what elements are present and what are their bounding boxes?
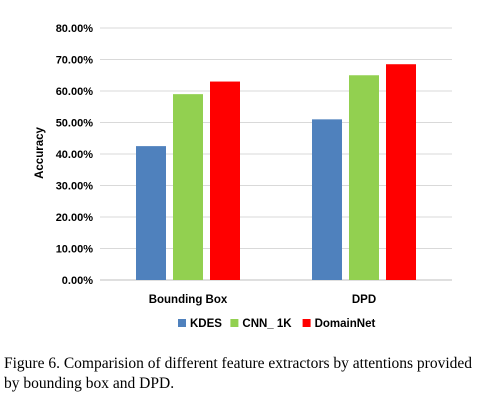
- figure-caption: Figure 6. Comparision of different featu…: [4, 355, 473, 392]
- y-tick-label: 20.00%: [56, 212, 94, 224]
- bar-kdes-bounding-box: [136, 146, 166, 280]
- bars: [136, 64, 416, 281]
- y-tick-label: 50.00%: [56, 118, 94, 130]
- y-tick-label: 40.00%: [56, 149, 94, 161]
- y-tick-labels: 0.00% 10.00% 20.00% 30.00% 40.00% 50.00% 60.00…: [56, 23, 94, 287]
- legend-label: KDES: [190, 318, 222, 330]
- legend-label: DomainNet: [315, 318, 376, 330]
- y-tick-label: 30.00%: [56, 181, 94, 193]
- bar-kdes-dpd: [312, 119, 342, 280]
- bar-cnn-1k-dpd: [349, 75, 379, 280]
- y-tick-label: 80.00%: [56, 23, 94, 35]
- legend-swatch: [178, 319, 186, 327]
- legend-label: CNN_ 1K: [242, 318, 292, 330]
- y-tick-label: 60.00%: [56, 86, 94, 98]
- y-axis-title: Accuracy: [34, 127, 46, 179]
- y-tick-label: 10.00%: [56, 244, 94, 256]
- x-category-label: Bounding Box: [149, 294, 228, 306]
- legend: KDES CNN_ 1K DomainNet: [178, 318, 375, 330]
- category-labels: Bounding Box DPD: [149, 294, 376, 306]
- legend-swatch: [302, 319, 311, 327]
- bar-domainnet-bounding-box: [210, 81, 240, 280]
- y-tick-label: 0.00%: [62, 275, 93, 287]
- bar-domainnet-dpd: [386, 64, 416, 280]
- bar-chart: 0.00% 10.00% 20.00% 30.00% 40.00% 50.00% 60.00…: [34, 23, 452, 330]
- x-category-label: DPD: [352, 294, 376, 306]
- legend-swatch: [230, 319, 239, 327]
- y-tick-label: 70.00%: [56, 55, 94, 67]
- bar-cnn-1k-bounding-box: [173, 94, 203, 281]
